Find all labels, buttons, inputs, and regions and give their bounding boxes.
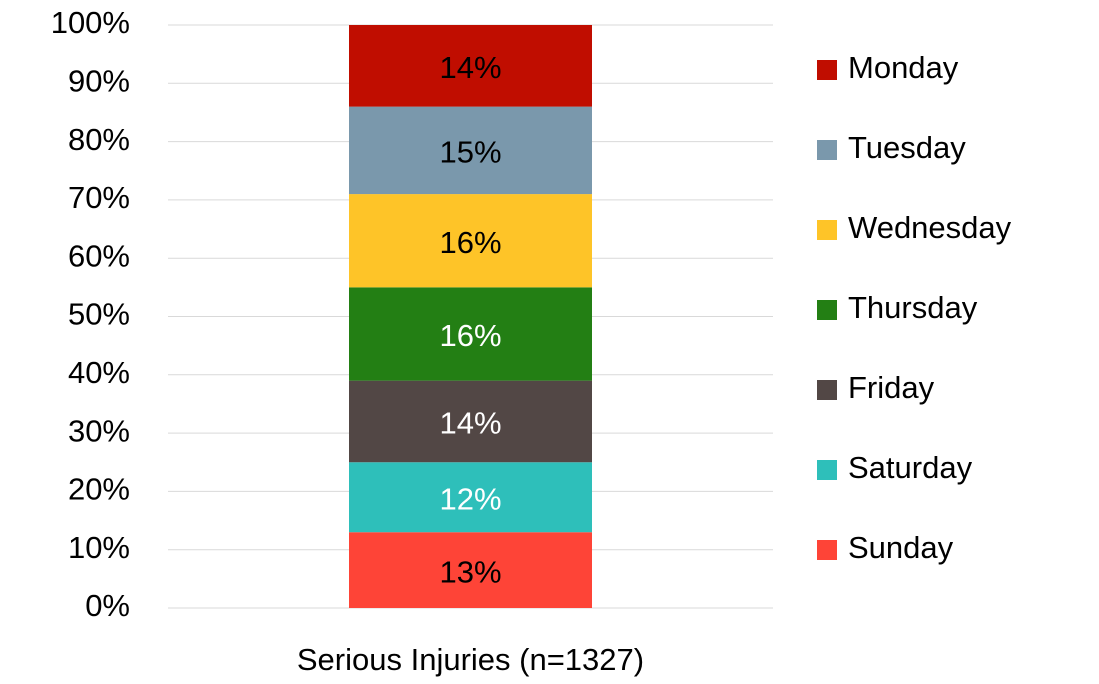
legend-swatch — [817, 380, 837, 400]
data-label: 16% — [439, 318, 501, 353]
bar-segment — [349, 532, 592, 608]
y-tick-label: 70% — [68, 180, 130, 215]
data-label: 13% — [439, 554, 501, 589]
bar-segment — [349, 287, 592, 381]
x-tick-label: Serious Injuries (n=1327) — [297, 642, 644, 677]
y-tick-label: 20% — [68, 472, 130, 507]
legend-swatch — [817, 140, 837, 160]
y-tick-label: 40% — [68, 355, 130, 390]
legend-swatch — [817, 460, 837, 480]
bar-segment — [349, 194, 592, 288]
y-tick-label: 100% — [51, 5, 130, 40]
data-label: 16% — [439, 225, 501, 260]
legend-label: Wednesday — [848, 210, 1012, 245]
y-tick-label: 60% — [68, 238, 130, 273]
data-label: 14% — [439, 406, 501, 441]
y-tick-label: 0% — [85, 588, 130, 623]
bar-segment — [349, 25, 592, 107]
data-label: 12% — [439, 481, 501, 516]
legend-label: Monday — [848, 50, 959, 85]
bar-segment — [349, 380, 592, 463]
legend-swatch — [817, 220, 837, 240]
y-tick-label: 10% — [68, 530, 130, 565]
y-tick-label: 80% — [68, 122, 130, 157]
legend-label: Tuesday — [848, 130, 966, 165]
legend-label: Saturday — [848, 450, 973, 485]
legend-swatch — [817, 300, 837, 320]
y-tick-label: 30% — [68, 413, 130, 448]
y-tick-label: 50% — [68, 297, 130, 332]
y-tick-label: 90% — [68, 63, 130, 98]
legend-swatch — [817, 540, 837, 560]
legend-swatch — [817, 60, 837, 80]
bar-segment — [349, 106, 592, 195]
legend-label: Sunday — [848, 530, 954, 565]
bar-segment — [349, 462, 592, 533]
data-label: 14% — [439, 50, 501, 85]
data-label: 15% — [439, 135, 501, 170]
legend-label: Friday — [848, 370, 935, 405]
legend-label: Thursday — [848, 290, 978, 325]
